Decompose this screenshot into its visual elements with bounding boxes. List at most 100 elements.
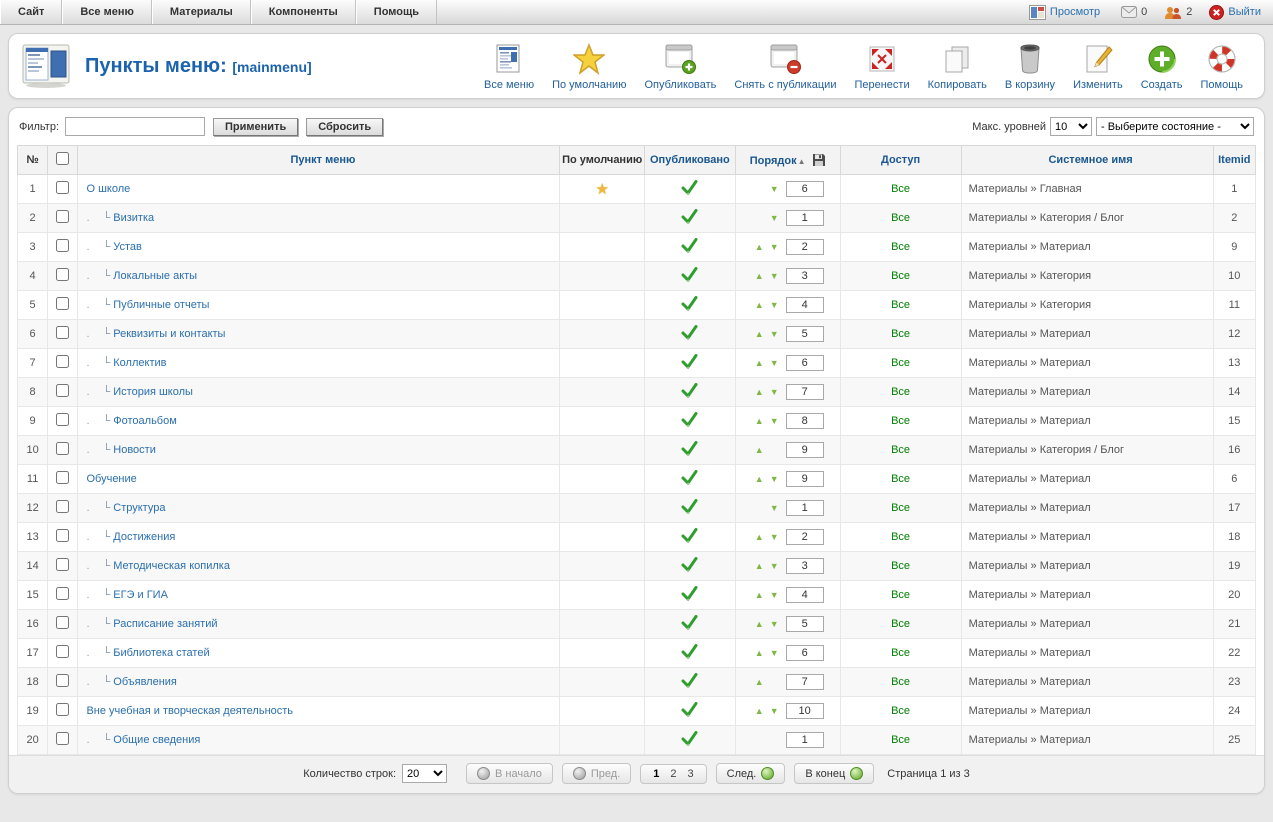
- published-check-icon[interactable]: [681, 702, 698, 720]
- menu-item-link[interactable]: Реквизиты и контакты: [113, 328, 226, 340]
- access-level-link[interactable]: Все: [891, 734, 911, 746]
- order-up-icon[interactable]: ▲: [754, 445, 764, 455]
- order-up-icon[interactable]: ▲: [754, 271, 764, 281]
- menu-content[interactable]: Материалы: [151, 0, 251, 24]
- published-check-icon[interactable]: [681, 470, 698, 488]
- access-level-link[interactable]: Все: [891, 328, 911, 340]
- first-page-button[interactable]: В начало: [466, 763, 553, 784]
- order-input[interactable]: [785, 239, 824, 255]
- next-page-button[interactable]: След.: [715, 763, 786, 784]
- access-level-link[interactable]: Все: [891, 618, 911, 630]
- published-check-icon[interactable]: [681, 267, 698, 285]
- order-up-icon[interactable]: ▲: [754, 648, 764, 658]
- row-checkbox[interactable]: [56, 558, 70, 571]
- published-check-icon[interactable]: [681, 528, 698, 546]
- menu-item-link[interactable]: Общие сведения: [113, 734, 201, 746]
- row-checkbox[interactable]: [56, 239, 70, 252]
- filter-input[interactable]: [65, 117, 206, 136]
- order-up-icon[interactable]: ▲: [754, 532, 764, 542]
- save-order-icon[interactable]: [812, 153, 826, 167]
- row-checkbox[interactable]: [56, 732, 70, 745]
- publish-button[interactable]: Опубликовать: [637, 40, 723, 93]
- row-checkbox[interactable]: [56, 500, 70, 513]
- published-check-icon[interactable]: [681, 238, 698, 256]
- order-down-icon[interactable]: ▼: [769, 561, 779, 571]
- row-checkbox[interactable]: [56, 355, 70, 368]
- order-input[interactable]: [785, 529, 824, 545]
- access-level-link[interactable]: Все: [891, 299, 911, 311]
- published-check-icon[interactable]: [681, 354, 698, 372]
- order-input[interactable]: [785, 674, 824, 690]
- new-button[interactable]: Создать: [1134, 40, 1190, 93]
- order-input[interactable]: [785, 616, 824, 632]
- order-down-icon[interactable]: ▼: [769, 619, 779, 629]
- order-up-icon[interactable]: ▲: [754, 474, 764, 484]
- published-check-icon[interactable]: [681, 441, 698, 459]
- order-down-icon[interactable]: ▼: [769, 242, 779, 252]
- page-number-link[interactable]: 3: [687, 767, 694, 780]
- header-published-sort[interactable]: Опубликовано: [650, 154, 730, 166]
- access-level-link[interactable]: Все: [891, 647, 911, 659]
- mail-icon[interactable]: [1121, 6, 1138, 18]
- trash-button[interactable]: В корзину: [998, 40, 1062, 93]
- users-icon[interactable]: [1164, 6, 1182, 19]
- published-check-icon[interactable]: [681, 499, 698, 517]
- preview-link[interactable]: Просмотр: [1049, 6, 1101, 18]
- order-down-icon[interactable]: ▼: [769, 213, 779, 223]
- order-down-icon[interactable]: ▼: [769, 329, 779, 339]
- row-checkbox[interactable]: [56, 471, 70, 484]
- copy-button[interactable]: Копировать: [921, 40, 994, 93]
- help-button[interactable]: Помощь: [1194, 40, 1251, 93]
- max-levels-select[interactable]: 10: [1050, 117, 1092, 136]
- published-check-icon[interactable]: [681, 557, 698, 575]
- order-down-icon[interactable]: ▼: [769, 271, 779, 281]
- header-system-name-sort[interactable]: Системное имя: [1048, 154, 1133, 166]
- order-input[interactable]: [785, 413, 824, 429]
- menu-item-link[interactable]: Новости: [113, 444, 156, 456]
- access-level-link[interactable]: Все: [891, 560, 911, 572]
- header-order-sort[interactable]: Порядок: [749, 155, 797, 167]
- prev-page-button[interactable]: Пред.: [561, 763, 632, 784]
- row-checkbox[interactable]: [56, 297, 70, 310]
- order-input[interactable]: [785, 645, 824, 661]
- order-up-icon[interactable]: ▲: [754, 387, 764, 397]
- header-access-sort[interactable]: Доступ: [881, 154, 921, 166]
- order-down-icon[interactable]: ▼: [769, 590, 779, 600]
- published-check-icon[interactable]: [681, 383, 698, 401]
- order-up-icon[interactable]: ▲: [754, 590, 764, 600]
- row-checkbox[interactable]: [56, 210, 70, 223]
- order-down-icon[interactable]: ▼: [769, 648, 779, 658]
- published-check-icon[interactable]: [681, 615, 698, 633]
- order-up-icon[interactable]: ▲: [754, 677, 764, 687]
- menu-item-link[interactable]: Локальные акты: [113, 270, 198, 282]
- rows-per-page-select[interactable]: 20: [402, 764, 448, 783]
- menu-item-link[interactable]: Расписание занятий: [113, 618, 218, 630]
- menu-item-link[interactable]: Достижения: [113, 531, 176, 543]
- menu-site[interactable]: Сайт: [0, 0, 63, 24]
- row-checkbox[interactable]: [56, 326, 70, 339]
- published-check-icon[interactable]: [681, 296, 698, 314]
- menu-item-link[interactable]: Вне учебная и творческая деятельность: [86, 705, 294, 717]
- order-input[interactable]: [785, 384, 824, 400]
- order-input[interactable]: [785, 355, 824, 371]
- order-up-icon[interactable]: ▲: [754, 561, 764, 571]
- access-level-link[interactable]: Все: [891, 270, 911, 282]
- published-check-icon[interactable]: [681, 731, 698, 749]
- order-input[interactable]: [785, 558, 824, 574]
- access-level-link[interactable]: Все: [891, 183, 911, 195]
- access-level-link[interactable]: Все: [891, 705, 911, 717]
- order-input[interactable]: [785, 587, 824, 603]
- order-up-icon[interactable]: ▲: [754, 619, 764, 629]
- published-check-icon[interactable]: [681, 209, 698, 227]
- filter-reset-button[interactable]: Сбросить: [306, 117, 384, 136]
- order-input[interactable]: [785, 442, 824, 458]
- published-check-icon[interactable]: [681, 644, 698, 662]
- menu-item-link[interactable]: Фотоальбом: [113, 415, 177, 427]
- menu-item-link[interactable]: Методическая копилка: [113, 560, 230, 572]
- logout-link[interactable]: Выйти: [1228, 6, 1261, 18]
- menu-item-link[interactable]: Обучение: [86, 473, 137, 485]
- published-check-icon[interactable]: [681, 586, 698, 604]
- order-input[interactable]: [785, 268, 824, 284]
- access-level-link[interactable]: Все: [891, 357, 911, 369]
- row-checkbox[interactable]: [56, 645, 70, 658]
